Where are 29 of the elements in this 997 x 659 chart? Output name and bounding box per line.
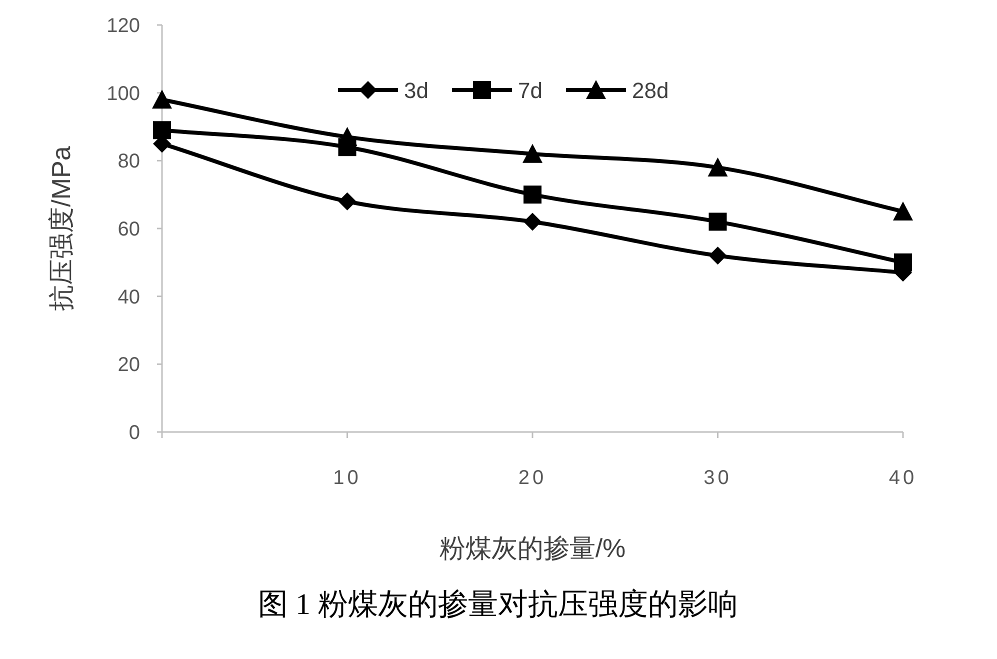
- y-axis-title: 抗压强度/MPa: [46, 146, 76, 311]
- y-tick-label: 80: [118, 150, 140, 173]
- legend-label: 28d: [632, 78, 669, 103]
- point: [708, 212, 727, 231]
- legend-label: 7d: [518, 78, 542, 103]
- y-tick-label: 100: [106, 82, 140, 105]
- point: [708, 157, 728, 176]
- point: [524, 186, 542, 204]
- point: [894, 253, 912, 272]
- point: [893, 202, 913, 221]
- point: [524, 212, 542, 231]
- point: [338, 192, 356, 210]
- x-tick-label: 10: [333, 467, 362, 489]
- y-tick-label: 60: [118, 218, 140, 240]
- point: [522, 144, 542, 163]
- legend-label: 3d: [404, 78, 428, 103]
- x-tick-label: 30: [704, 467, 732, 489]
- y-tick-label: 20: [118, 354, 140, 376]
- point: [152, 90, 172, 109]
- y-tick-label: 0: [128, 422, 140, 444]
- x-tick-label: 20: [518, 467, 547, 489]
- y-tick-label: 120: [106, 15, 140, 37]
- x-axis-title: 粉煤灰的掺量/%: [439, 533, 626, 563]
- x-tick-label: 40: [888, 467, 918, 489]
- point: [708, 246, 727, 265]
- text: 图 1 粉煤灰的掺量对抗压强度的影响: [258, 588, 738, 621]
- point: [153, 121, 171, 140]
- point: [337, 126, 358, 146]
- y-tick-label: 40: [118, 286, 140, 308]
